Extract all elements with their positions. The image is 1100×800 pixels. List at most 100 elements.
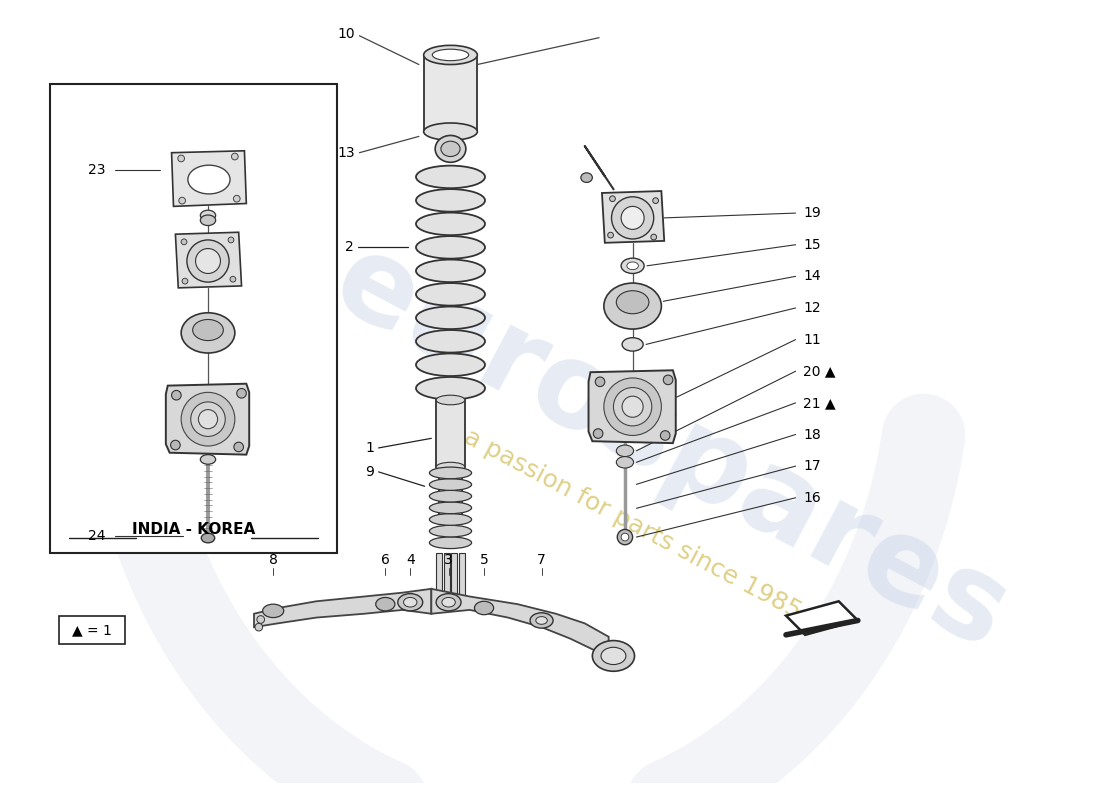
- Ellipse shape: [536, 617, 548, 624]
- Bar: [443, 554, 450, 602]
- Ellipse shape: [416, 283, 485, 306]
- Ellipse shape: [530, 613, 553, 628]
- Circle shape: [255, 623, 263, 631]
- Ellipse shape: [436, 594, 461, 611]
- Ellipse shape: [429, 514, 472, 526]
- Text: 9: 9: [365, 465, 374, 479]
- Ellipse shape: [201, 534, 214, 543]
- Circle shape: [183, 278, 188, 284]
- Circle shape: [230, 276, 235, 282]
- Bar: [439, 467, 462, 520]
- Circle shape: [614, 387, 652, 426]
- Text: 23: 23: [88, 163, 106, 177]
- Circle shape: [595, 377, 605, 386]
- Ellipse shape: [424, 123, 477, 140]
- Ellipse shape: [398, 594, 422, 611]
- Ellipse shape: [616, 457, 634, 468]
- Ellipse shape: [429, 526, 472, 537]
- Polygon shape: [166, 384, 250, 454]
- Ellipse shape: [182, 313, 234, 353]
- Ellipse shape: [404, 598, 417, 607]
- Circle shape: [234, 442, 243, 452]
- Ellipse shape: [416, 213, 485, 235]
- Ellipse shape: [612, 197, 653, 239]
- Circle shape: [652, 198, 659, 203]
- Ellipse shape: [436, 462, 465, 472]
- Ellipse shape: [200, 454, 216, 464]
- Ellipse shape: [429, 478, 472, 490]
- Text: 18: 18: [803, 427, 821, 442]
- Circle shape: [178, 155, 185, 162]
- Text: 4: 4: [406, 553, 415, 567]
- Ellipse shape: [416, 236, 485, 258]
- Ellipse shape: [616, 445, 634, 457]
- Bar: [436, 554, 442, 602]
- Ellipse shape: [416, 330, 485, 353]
- Ellipse shape: [604, 283, 661, 329]
- Text: 8: 8: [268, 553, 277, 567]
- Ellipse shape: [436, 395, 465, 405]
- Ellipse shape: [432, 49, 469, 61]
- Circle shape: [170, 440, 180, 450]
- Ellipse shape: [196, 249, 220, 274]
- Text: 14: 14: [803, 270, 821, 283]
- Polygon shape: [172, 150, 246, 206]
- Circle shape: [607, 232, 614, 238]
- Circle shape: [663, 375, 673, 385]
- Ellipse shape: [192, 319, 223, 341]
- Ellipse shape: [200, 210, 216, 221]
- Text: 19: 19: [803, 206, 821, 220]
- Ellipse shape: [429, 502, 472, 514]
- Ellipse shape: [200, 215, 216, 226]
- Circle shape: [651, 234, 657, 240]
- Bar: [50, 84, 338, 554]
- Text: 17: 17: [803, 459, 821, 473]
- Circle shape: [257, 616, 264, 623]
- Circle shape: [660, 430, 670, 440]
- Ellipse shape: [617, 530, 632, 545]
- Polygon shape: [602, 191, 664, 243]
- Text: 10: 10: [337, 27, 354, 41]
- Ellipse shape: [601, 647, 626, 665]
- Ellipse shape: [581, 173, 593, 182]
- Ellipse shape: [416, 189, 485, 212]
- Bar: [59, 616, 124, 645]
- Circle shape: [593, 429, 603, 438]
- Text: INDIA - KOREA: INDIA - KOREA: [132, 522, 255, 537]
- Ellipse shape: [621, 258, 645, 274]
- Ellipse shape: [263, 604, 284, 618]
- Ellipse shape: [416, 259, 485, 282]
- Bar: [436, 400, 465, 467]
- Text: 15: 15: [803, 238, 821, 252]
- Bar: [459, 554, 465, 602]
- Polygon shape: [175, 232, 242, 288]
- Ellipse shape: [616, 290, 649, 314]
- Circle shape: [233, 195, 240, 202]
- Text: 2: 2: [345, 240, 354, 254]
- Ellipse shape: [188, 165, 230, 194]
- Ellipse shape: [442, 598, 455, 607]
- Bar: [424, 55, 477, 132]
- Circle shape: [604, 378, 661, 435]
- Ellipse shape: [429, 490, 472, 502]
- Circle shape: [190, 402, 226, 437]
- Text: 7: 7: [537, 553, 546, 567]
- Ellipse shape: [416, 377, 485, 399]
- Text: 20 ▲: 20 ▲: [803, 364, 836, 378]
- Ellipse shape: [416, 166, 485, 188]
- Polygon shape: [431, 589, 608, 652]
- Text: 1: 1: [365, 441, 374, 455]
- Text: 21 ▲: 21 ▲: [803, 396, 836, 410]
- Text: 11: 11: [803, 333, 821, 346]
- Text: 16: 16: [803, 490, 821, 505]
- Text: 13: 13: [337, 146, 354, 160]
- Ellipse shape: [621, 206, 645, 230]
- Ellipse shape: [376, 598, 395, 611]
- Ellipse shape: [424, 46, 477, 65]
- Text: 5: 5: [480, 553, 488, 567]
- Circle shape: [236, 389, 246, 398]
- Ellipse shape: [621, 534, 629, 541]
- Ellipse shape: [416, 306, 485, 329]
- Circle shape: [172, 390, 182, 400]
- Circle shape: [182, 239, 187, 245]
